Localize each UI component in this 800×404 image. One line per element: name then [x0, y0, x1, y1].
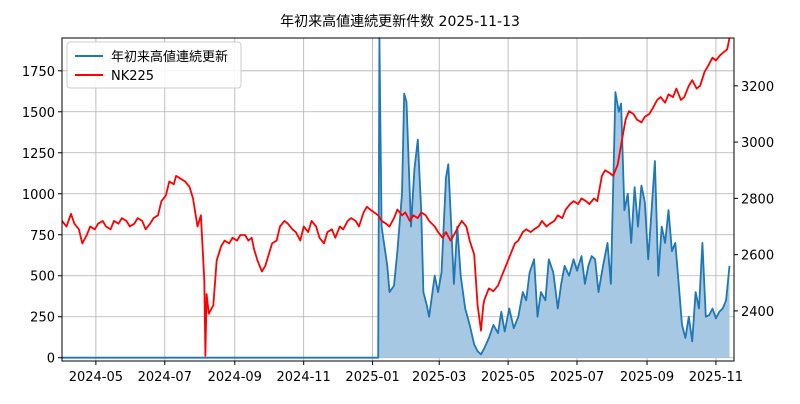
- x-tick-label: 2024-05: [69, 370, 123, 385]
- x-tick-label: 2024-11: [277, 370, 331, 385]
- x-tick-label: 2025-05: [481, 370, 535, 385]
- y-right-tick-label: 2400: [741, 305, 774, 320]
- y-left-tick-label: 1750: [22, 65, 55, 80]
- x-axis: 2024-05 2024-07 2024-09 2024-11 2025-01 2025-…: [69, 361, 743, 385]
- chart-title: 年初来高値連続更新件数 2025-11-13: [280, 13, 520, 30]
- legend: 年初来高値連続更新 NK225: [66, 41, 242, 89]
- y-left-tick-label: 750: [30, 229, 55, 244]
- y-left-tick-label: 500: [30, 270, 55, 285]
- y-axis-left: 0 250 500 750 1000 1250 1500 1750: [22, 65, 62, 367]
- legend-label-highs: 年初来高値連続更新: [111, 49, 228, 65]
- y-left-tick-label: 1000: [22, 188, 55, 203]
- x-tick-label: 2025-01: [345, 370, 399, 385]
- x-tick-label: 2024-07: [138, 370, 192, 385]
- y-left-tick-label: 1250: [22, 147, 55, 162]
- legend-box: [66, 41, 242, 89]
- y-right-tick-label: 3000: [741, 136, 774, 151]
- plot-frame: [61, 37, 735, 362]
- y-axis-right: 2400 2600 2800 3000 3200: [734, 80, 774, 320]
- y-right-tick-label: 2600: [741, 249, 774, 264]
- x-tick-label: 2024-09: [208, 370, 262, 385]
- x-tick-label: 2025-03: [412, 370, 466, 385]
- x-tick-label: 2025-07: [550, 370, 604, 385]
- series-line-0: [62, 37, 731, 359]
- y-left-tick-label: 1500: [22, 106, 55, 121]
- x-tick-label: 2025-11: [689, 370, 743, 385]
- series-lines: [61, 37, 731, 359]
- x-tick-label: 2025-09: [620, 370, 674, 385]
- y-left-tick-label: 250: [30, 311, 55, 326]
- series-line-1: [61, 37, 731, 357]
- y-right-tick-label: 2800: [741, 192, 774, 207]
- y-left-tick-label: 0: [47, 352, 55, 367]
- y-right-tick-label: 3200: [741, 80, 774, 95]
- legend-label-nk225: NK225: [111, 69, 154, 84]
